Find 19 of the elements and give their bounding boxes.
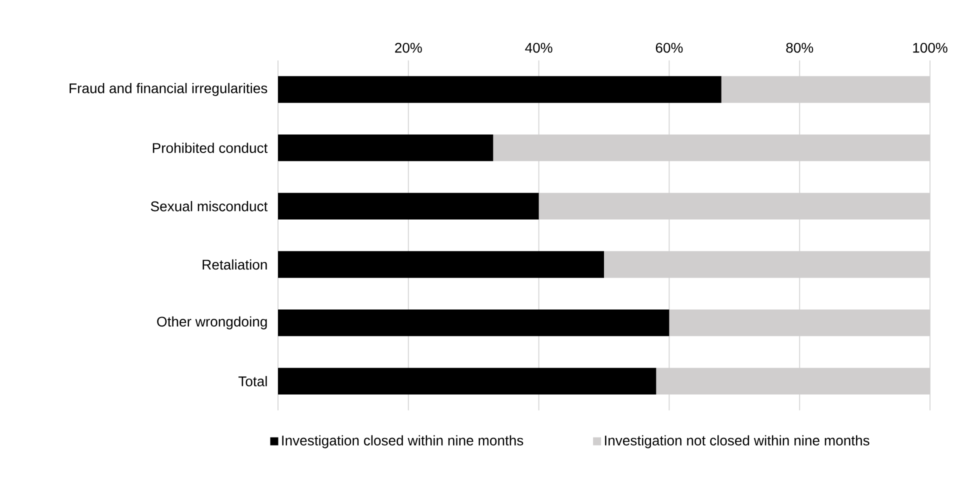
bar xyxy=(278,134,494,162)
x-tick-label: 60% xyxy=(656,42,683,53)
legend-label: Investigation closed within nine months xyxy=(282,435,524,448)
legend-label: Investigation not closed within nine months xyxy=(605,435,870,448)
bar xyxy=(278,251,604,278)
y-tick-label: Total xyxy=(238,376,267,386)
bar xyxy=(278,76,722,103)
y-tick-label: Fraud and financial irregularities xyxy=(70,82,268,96)
x-tick-label: 80% xyxy=(786,42,814,53)
y-tick-label: Prohibited conduct xyxy=(152,142,268,153)
y-tick-label: Other wrongdoing xyxy=(157,316,267,330)
bar xyxy=(278,192,539,220)
y-tick-label: Sexual misconduct xyxy=(150,201,268,212)
bar xyxy=(278,310,670,336)
x-tick-label: 40% xyxy=(525,42,552,53)
x-tick-label: 20% xyxy=(395,42,422,53)
x-tick-label: 100% xyxy=(913,42,948,53)
bar xyxy=(278,368,656,395)
y-tick-label: Retaliation xyxy=(202,259,267,270)
